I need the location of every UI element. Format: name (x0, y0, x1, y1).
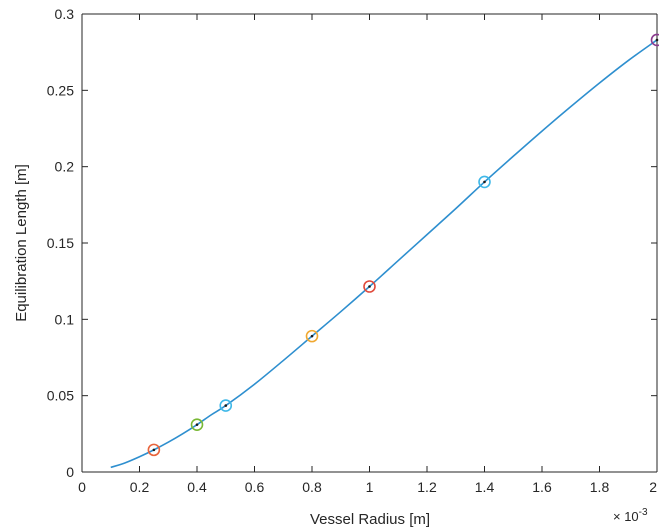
data-point-ring (305, 329, 319, 343)
x-exponent-power: -3 (639, 507, 648, 518)
x-axis-title: Vessel Radius [m] (310, 511, 430, 528)
data-point-dot (368, 285, 371, 288)
series-markers (147, 33, 659, 457)
data-point-ring (650, 33, 659, 47)
data-point (305, 329, 319, 343)
data-point-ring (190, 418, 204, 431)
x-tick-label: 1.6 (532, 479, 552, 495)
x-tick-label: 0.2 (130, 479, 150, 495)
data-point-ring (147, 443, 161, 457)
x-tick-label: 0.8 (302, 479, 322, 495)
x-tick-label: 0.4 (187, 479, 207, 495)
x-tick-label: 1.2 (417, 479, 437, 495)
data-point-dot (224, 404, 228, 407)
data-point-ring (478, 175, 491, 189)
y-tick-label: 0.1 (55, 311, 75, 327)
series-line (110, 39, 658, 469)
y-ticks: 0 0.05 0.1 0.15 0.2 0.25 0.3 (47, 6, 657, 480)
data-point-ring (219, 399, 233, 412)
data-point-dot (310, 334, 314, 338)
data-point-dot (483, 180, 486, 184)
y-tick-label: 0.25 (47, 82, 74, 98)
data-point-dot (655, 38, 659, 42)
data-point-dot (195, 423, 199, 426)
data-point (147, 443, 161, 457)
data-point-dot (152, 448, 156, 452)
x-tick-label: 1.4 (475, 479, 495, 495)
y-tick-label: 0.3 (55, 6, 75, 22)
data-point-ring (363, 280, 376, 293)
y-tick-label: 0 (66, 464, 74, 480)
x-tick-label: 1 (366, 479, 374, 495)
plot-area (82, 14, 657, 472)
x-exponent-label: × 10-3 (613, 507, 648, 524)
data-point (478, 175, 491, 189)
y-tick-label: 0.2 (55, 159, 75, 175)
x-exponent-base: × 10 (613, 509, 639, 524)
data-point (650, 33, 659, 47)
y-axis-title: Equilibration Length [m] (13, 164, 30, 322)
x-tick-label: 0.6 (245, 479, 265, 495)
x-tick-label: 1.8 (590, 479, 610, 495)
data-point (219, 399, 233, 412)
data-point (190, 418, 204, 431)
x-tick-label: 2 (649, 479, 657, 495)
x-tick-label: 0 (78, 479, 86, 495)
y-tick-label: 0.15 (47, 235, 74, 251)
y-tick-label: 0.05 (47, 388, 74, 404)
data-point (363, 280, 376, 293)
x-ticks: 0 0.2 0.4 0.6 0.8 1 1.2 1.4 1.6 1.8 2 (78, 14, 658, 495)
